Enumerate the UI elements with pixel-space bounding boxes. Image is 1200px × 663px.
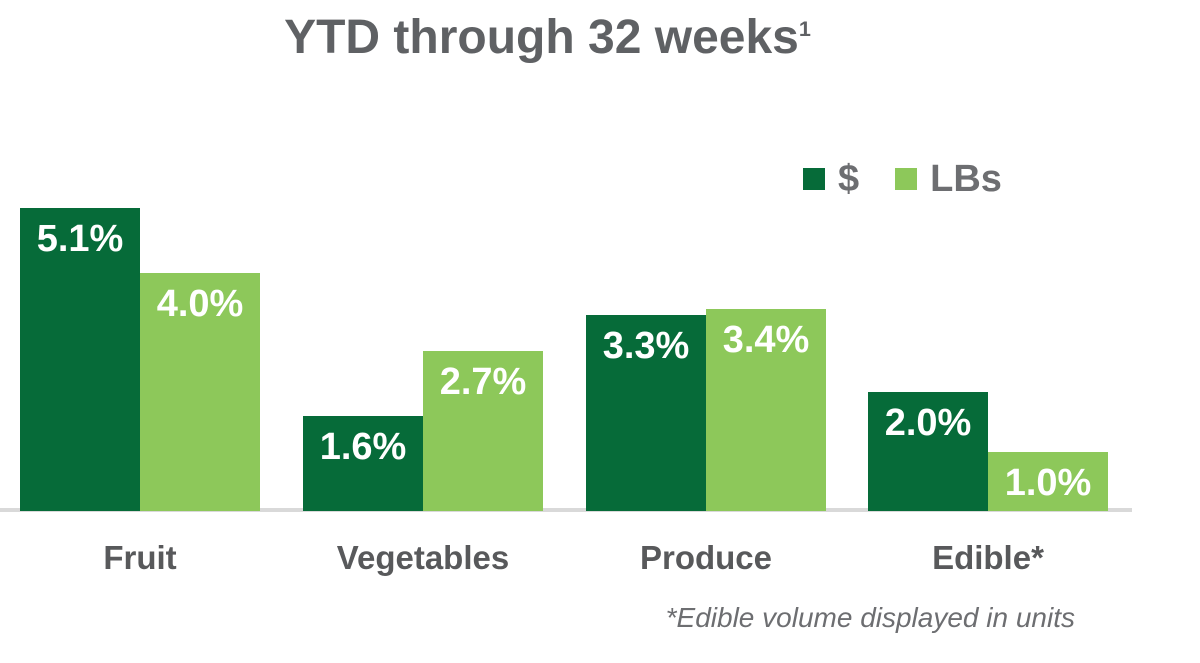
bar-value-label: 1.0%: [1004, 462, 1092, 504]
bar-value-label: 1.6%: [319, 426, 407, 468]
bar-dollars-0: 5.1%: [20, 208, 140, 511]
chart-title-text: YTD through 32 weeks: [284, 11, 799, 64]
bar-dollars-1: 1.6%: [303, 416, 423, 511]
category-label-2: Produce: [639, 539, 773, 576]
legend-item-lbs: LBs: [895, 160, 1002, 198]
legend-item-dollars: $: [803, 160, 859, 198]
bar-value-label: 4.0%: [156, 283, 244, 325]
bar-value-label: 5.1%: [36, 218, 124, 260]
bar-value-label: 3.3%: [602, 325, 690, 367]
legend-label-lbs: LBs: [930, 158, 1002, 200]
bar-value-label: 3.4%: [722, 319, 810, 361]
lbs-swatch-icon: [895, 168, 918, 190]
bar-dollars-3: 2.0%: [868, 392, 988, 511]
chart-title-footnote-marker: 1: [798, 16, 811, 41]
category-label-3: Edible*: [932, 539, 1044, 576]
bar-value-label: 2.7%: [439, 361, 527, 403]
category-label-1: Vegetables: [336, 539, 510, 576]
bar-lbs-3: 1.0%: [988, 452, 1108, 511]
x-axis-line: [0, 508, 1132, 512]
bar-lbs-0: 4.0%: [140, 273, 260, 511]
bar-dollars-2: 3.3%: [586, 315, 706, 511]
legend-label-dollars: $: [838, 158, 860, 200]
chart-title: YTD through 32 weeks1: [0, 11, 1095, 65]
category-label-0: Fruit: [103, 539, 177, 576]
footnote: *Edible volume displayed in units: [665, 602, 1075, 633]
dollars-swatch-icon: [803, 168, 825, 190]
bar-lbs-1: 2.7%: [423, 351, 543, 511]
bar-lbs-2: 3.4%: [706, 309, 826, 511]
bar-value-label: 2.0%: [884, 402, 972, 444]
legend: $ LBs: [803, 160, 1002, 198]
